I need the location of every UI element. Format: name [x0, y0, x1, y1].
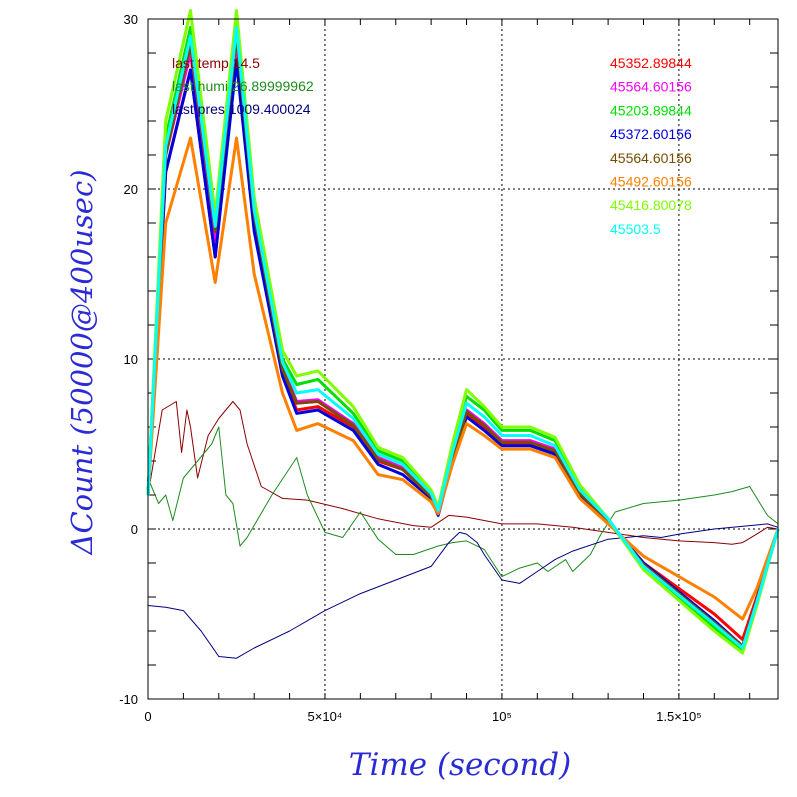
legend: 45352.89844 45564.60156 45203.89844 45372.6…: [610, 55, 692, 237]
axis-ticks: [148, 19, 778, 699]
legend-entry: 45564.60156: [610, 150, 692, 166]
tick-labels: 0 5×10⁴ 10⁵ 1.5×10⁵ -10 0 10 20 30: [119, 12, 701, 724]
legend-entry: 45416.80078: [610, 197, 692, 213]
legend-entry: 45564.60156: [610, 79, 692, 95]
plot-frame: [147, 18, 779, 700]
y-tick-label: 0: [131, 522, 138, 537]
x-axis-label: Time (second): [349, 747, 571, 783]
series-layer: [146, 9, 780, 659]
legend-entry: 45372.60156: [610, 126, 692, 142]
x-tick-label: 5×10⁴: [308, 709, 343, 724]
legend-entry: 45352.89844: [610, 55, 692, 71]
y-tick-label: 10: [124, 352, 138, 367]
env-annotations: last temp 14.5 last humi 26.89999962 last …: [172, 55, 314, 117]
y-tick-label: 30: [124, 12, 138, 27]
env-annotation: last humi 26.89999962: [172, 78, 314, 94]
x-tick-label: 0: [144, 709, 151, 724]
env-series-line: [147, 523, 779, 659]
y-tick-label: 20: [124, 182, 138, 197]
count-series-line: [146, 26, 780, 650]
y-tick-label: -10: [119, 692, 138, 707]
legend-entry: 45492.60156: [610, 174, 692, 190]
legend-entry: 45503.5: [610, 221, 661, 237]
env-annotation: last pres 1009.400024: [172, 101, 311, 117]
env-series-line: [147, 401, 779, 545]
count-series-line: [146, 136, 780, 621]
env-annotation: last temp 14.5: [172, 55, 260, 71]
env-series-line: [147, 426, 779, 578]
x-tick-label: 10⁵: [492, 709, 512, 724]
legend-entry: 45203.89844: [610, 102, 692, 118]
y-axis-label: ΔCount (50000@400usec): [65, 169, 99, 555]
x-tick-label: 1.5×10⁵: [656, 709, 702, 724]
